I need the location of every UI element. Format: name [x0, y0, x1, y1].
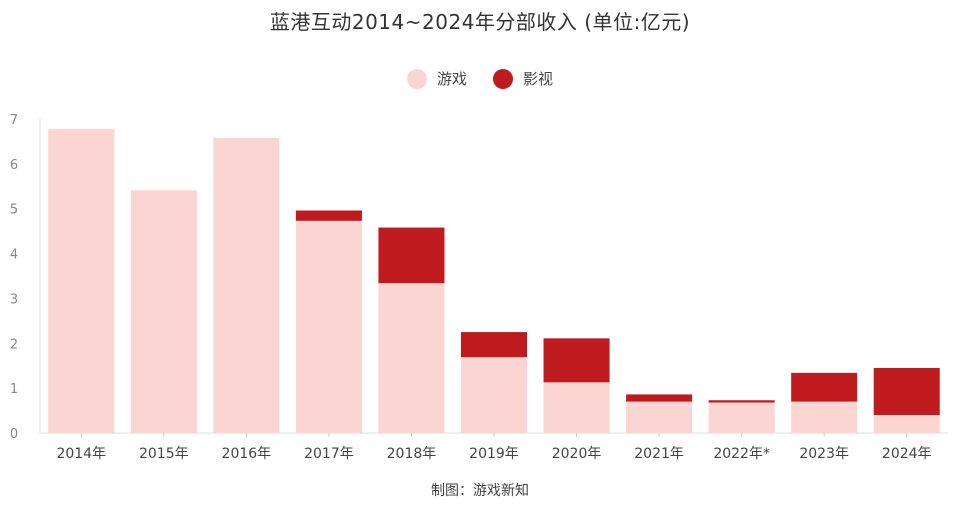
legend: 游戏 影视	[0, 68, 960, 89]
y-tick-label: 2	[10, 337, 18, 352]
x-tick-label: 2014年	[56, 446, 106, 462]
legend-item-film: 影视	[493, 68, 553, 89]
source-note: 制图：游戏新知	[431, 483, 529, 499]
bar-segment-games	[295, 220, 362, 433]
x-tick-label: 2019年	[469, 446, 519, 462]
bar-segment-film	[543, 338, 610, 383]
x-tick-label: 2023年	[799, 446, 849, 462]
y-tick-label: 7	[10, 113, 18, 128]
y-tick-label: 5	[10, 203, 18, 218]
legend-item-games: 游戏	[406, 68, 467, 89]
bar-segment-film	[295, 210, 362, 221]
bar-segment-games	[130, 190, 197, 433]
y-tick-label: 1	[10, 382, 18, 397]
bar-segment-games	[543, 382, 610, 433]
x-tick-label: 2021年	[634, 446, 684, 462]
bar-segment-games	[378, 283, 445, 433]
bar-segment-film	[708, 400, 775, 403]
x-tick-label: 2020年	[552, 446, 602, 462]
y-tick-label: 3	[10, 292, 18, 307]
y-tick-label: 0	[10, 427, 18, 442]
legend-swatch-games	[406, 68, 427, 89]
bar-segment-games	[791, 401, 858, 433]
bar-segment-film	[873, 367, 940, 416]
bar-segment-games	[460, 357, 528, 433]
y-tick-label: 6	[10, 158, 18, 173]
bar-segment-games	[873, 415, 940, 433]
bar-segment-film	[626, 394, 693, 402]
chart-title: 蓝港互动2014~2024年分部收入 (单位:亿元)	[269, 10, 691, 34]
x-tick-label: 2016年	[222, 446, 272, 462]
x-tick-label: 2024年	[882, 446, 932, 462]
x-tick-label: 2018年	[387, 446, 437, 462]
legend-label-film: 影视	[523, 70, 554, 88]
y-tick-label: 4	[10, 248, 18, 263]
x-tick-label: 2015年	[139, 446, 189, 462]
bar-segment-games	[626, 401, 693, 433]
x-tick-label: 2022年*	[713, 446, 770, 462]
bar-segment-film	[460, 332, 528, 358]
legend-swatch-film	[493, 68, 513, 89]
bar-segment-film	[791, 372, 858, 402]
bar-segment-games	[213, 137, 280, 433]
bar-segment-film	[378, 227, 445, 284]
legend-label-games: 游戏	[436, 70, 467, 88]
bar-segment-games	[48, 128, 115, 433]
bar-segment-games	[708, 402, 775, 433]
x-tick-label: 2017年	[304, 446, 354, 462]
